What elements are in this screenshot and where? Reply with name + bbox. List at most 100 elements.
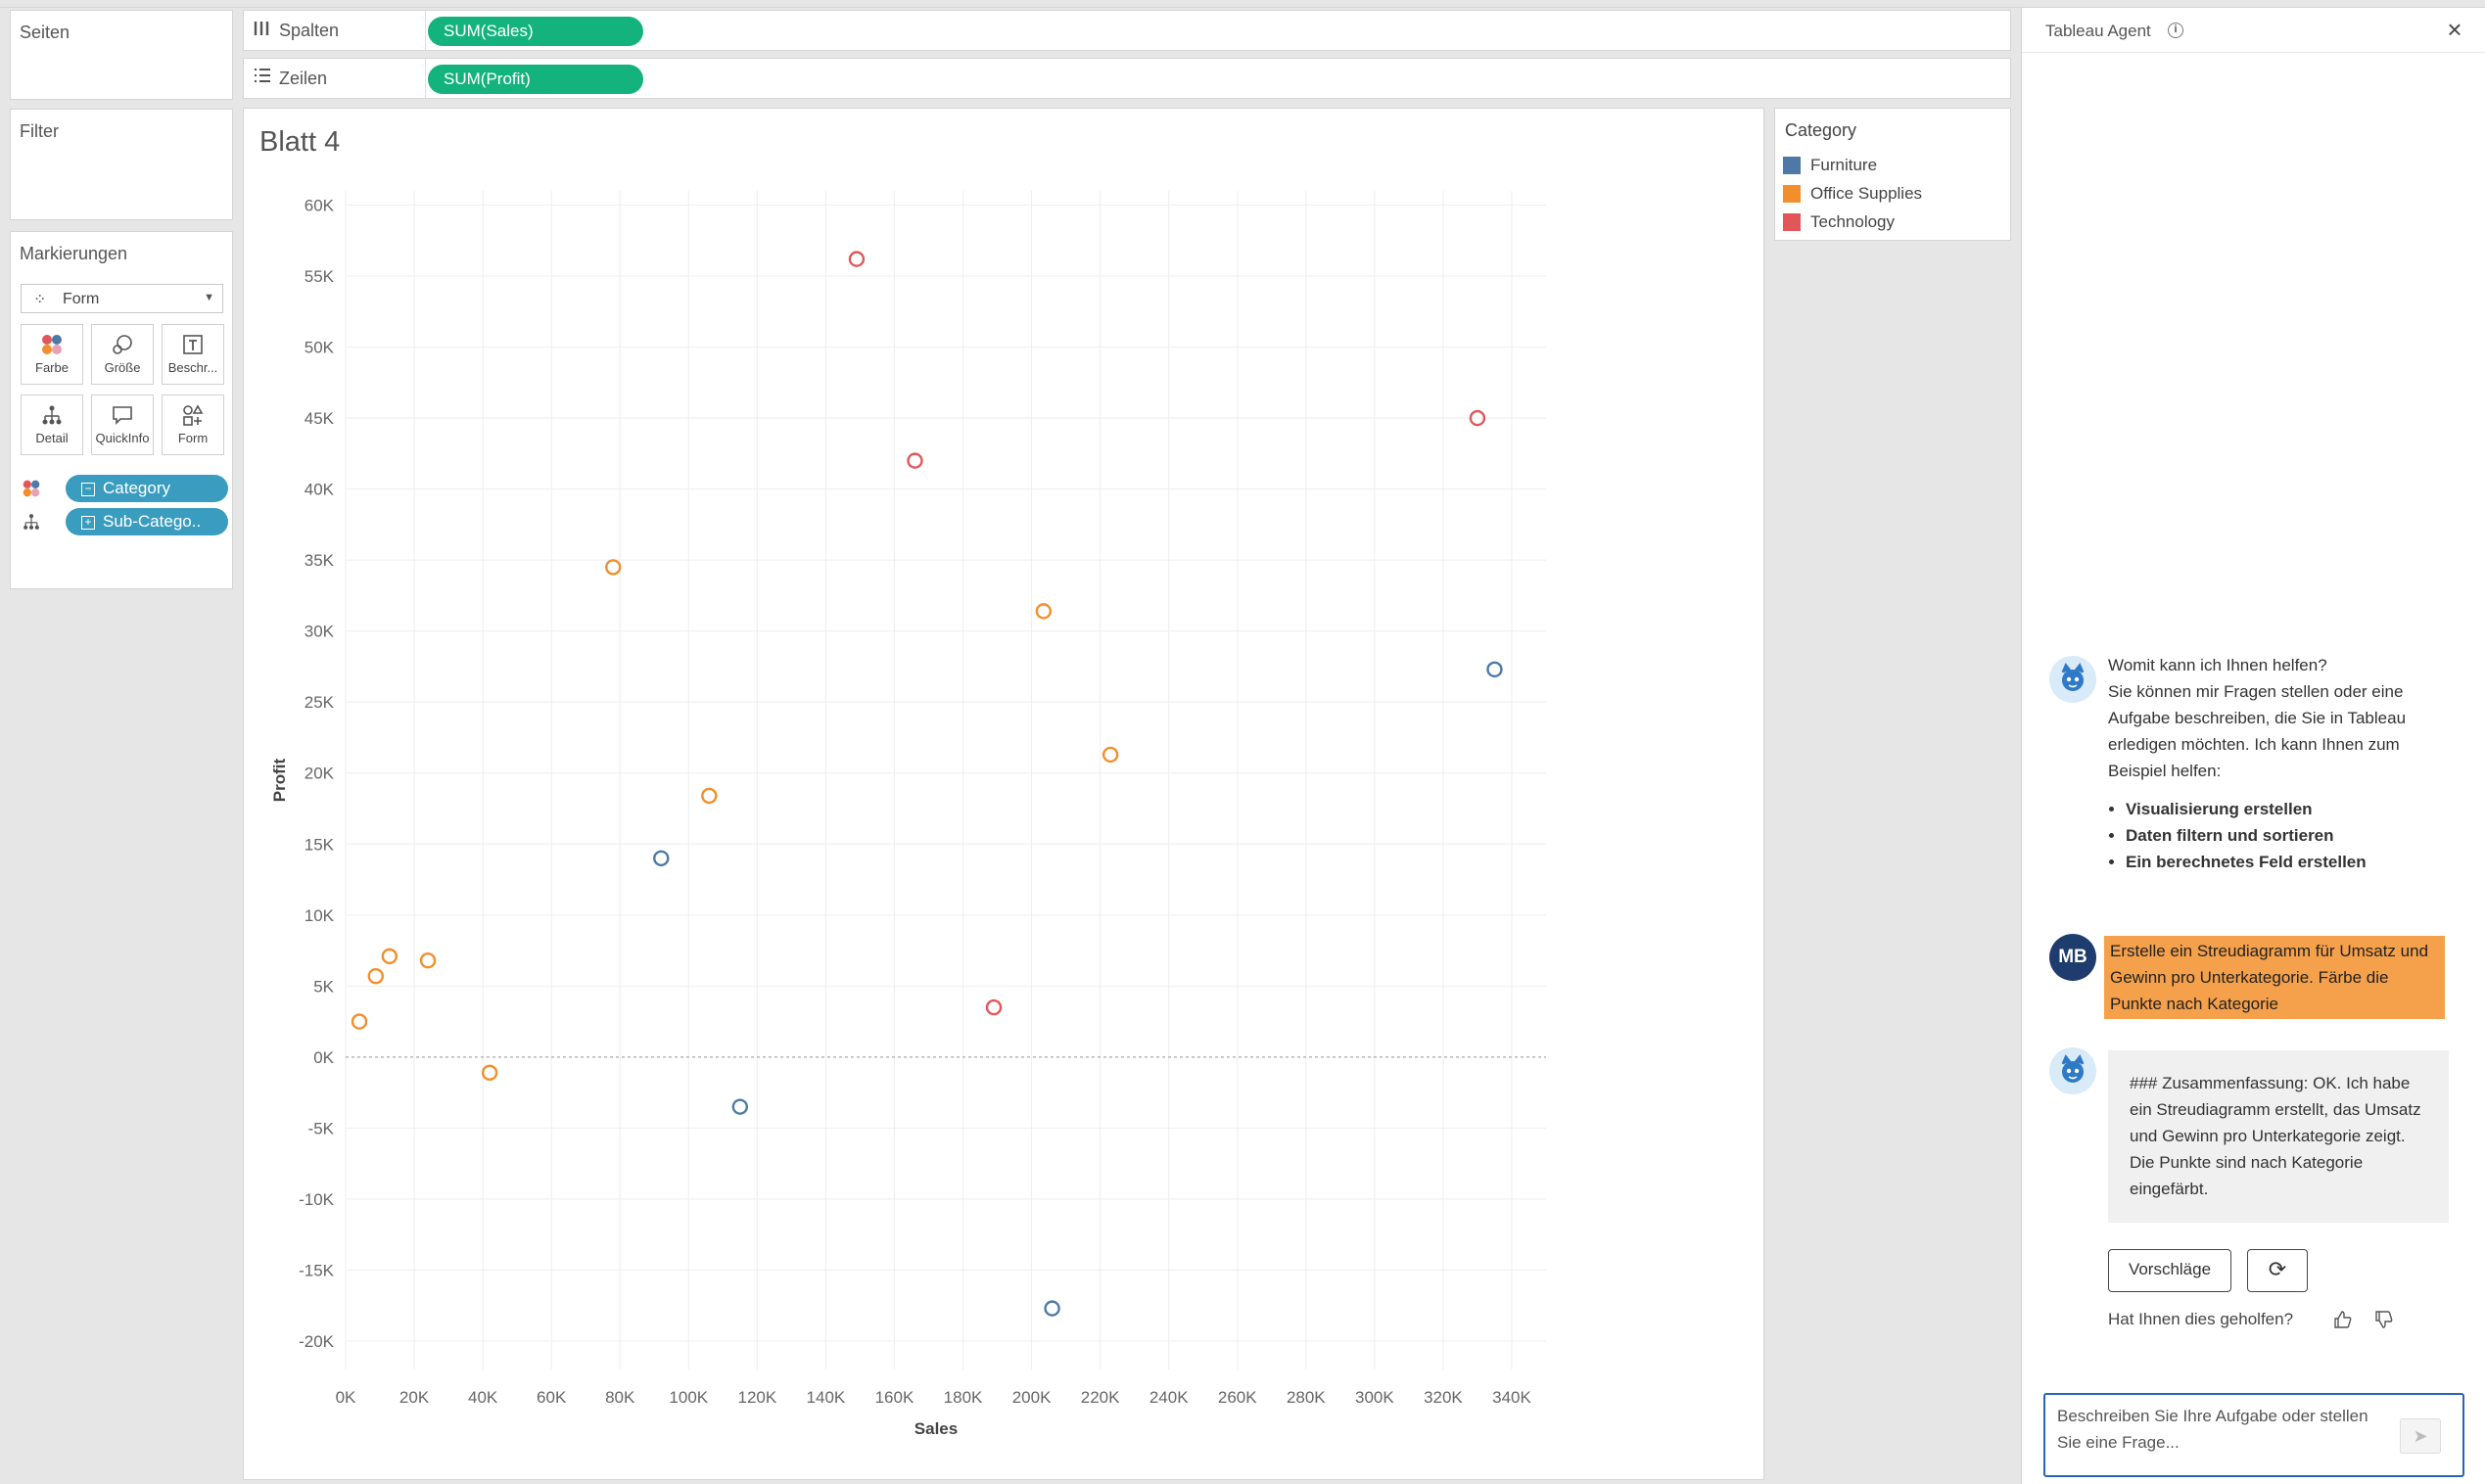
marks-field-subcategory[interactable]: + Sub-Catego.. bbox=[21, 508, 228, 535]
marks-title: Markierungen bbox=[20, 244, 128, 263]
chevron-down-icon: ▼ bbox=[204, 292, 214, 303]
sales-pill[interactable]: SUM(Sales) bbox=[428, 17, 643, 46]
profit-pill[interactable]: SUM(Profit) bbox=[428, 65, 643, 94]
data-point bbox=[1469, 409, 1486, 427]
y-tick-label: 40K bbox=[305, 481, 335, 499]
y-tick-label: 5K bbox=[313, 977, 334, 996]
y-tick-label: 55K bbox=[305, 267, 335, 286]
x-tick-label: 200K bbox=[1012, 1388, 1052, 1407]
agent-panel: Tableau Agent i × Womit kann ich Ihnen h… bbox=[2021, 8, 2485, 1484]
pages-card[interactable]: Seiten bbox=[10, 10, 233, 100]
collapse-icon[interactable]: − bbox=[81, 483, 95, 496]
rows-shelf[interactable]: Zeilen SUM(Profit) bbox=[243, 58, 2011, 99]
agent-avatar bbox=[2049, 1047, 2096, 1094]
x-axis-title: Sales bbox=[914, 1419, 958, 1438]
x-tick-label: 300K bbox=[1355, 1388, 1394, 1407]
data-point bbox=[419, 952, 437, 969]
detail-icon bbox=[21, 512, 42, 536]
bot-icon bbox=[2061, 1054, 2085, 1083]
x-tick-label: 340K bbox=[1492, 1388, 1531, 1407]
data-point bbox=[907, 452, 923, 469]
columns-icon bbox=[254, 20, 269, 42]
data-point bbox=[351, 1013, 368, 1030]
y-tick-label: 0K bbox=[313, 1048, 334, 1067]
y-tick-label: -5K bbox=[308, 1119, 335, 1137]
label-button-label: Beschr... bbox=[167, 360, 218, 375]
x-tick-label: 120K bbox=[737, 1388, 776, 1407]
tooltip-icon bbox=[92, 403, 153, 427]
color-legend: Category Furniture Office Supplies Techn… bbox=[1774, 108, 2011, 241]
y-tick-label: -15K bbox=[299, 1261, 335, 1279]
close-icon[interactable]: × bbox=[2447, 15, 2462, 44]
data-point bbox=[653, 850, 670, 866]
label-button[interactable]: Beschr... bbox=[162, 324, 224, 385]
category-pill-label: Category bbox=[103, 479, 170, 497]
marks-field-category[interactable]: − Category bbox=[21, 475, 228, 502]
mark-type-dropdown[interactable]: ⁘ Form ▼ bbox=[21, 284, 223, 313]
data-point bbox=[1035, 603, 1053, 620]
legend-swatch bbox=[1783, 185, 1801, 203]
shelf-divider bbox=[425, 11, 426, 50]
data-point bbox=[1486, 661, 1503, 678]
suggestions-button[interactable]: Vorschläge bbox=[2108, 1249, 2231, 1292]
columns-shelf[interactable]: Spalten SUM(Sales) bbox=[243, 10, 2011, 51]
suggestion-item: Ein berechnetes Feld erstellen bbox=[2126, 849, 2461, 875]
send-icon: ➤ bbox=[2413, 1426, 2428, 1446]
data-point bbox=[701, 787, 718, 805]
y-tick-label: 30K bbox=[305, 623, 335, 641]
shape-icon bbox=[163, 403, 223, 427]
greeting-text: Womit kann ich Ihnen helfen? bbox=[2108, 656, 2327, 674]
thumbs-down-icon[interactable] bbox=[2374, 1310, 2394, 1334]
legend-label: Technology bbox=[1810, 212, 1896, 231]
filters-card[interactable]: Filter bbox=[10, 109, 233, 220]
y-axis-title: Profit bbox=[270, 758, 289, 802]
expand-icon[interactable]: + bbox=[81, 516, 95, 530]
x-tick-label: 0K bbox=[336, 1388, 356, 1407]
data-point bbox=[848, 251, 866, 267]
send-button[interactable]: ➤ bbox=[2400, 1418, 2441, 1454]
subcategory-pill[interactable]: + Sub-Catego.. bbox=[66, 508, 228, 535]
agent-input-box[interactable]: ➤ bbox=[2043, 1393, 2464, 1477]
label-icon bbox=[163, 333, 223, 356]
detail-button-label: Detail bbox=[35, 431, 69, 445]
size-button-label: Größe bbox=[104, 360, 141, 375]
shape-button-label: Form bbox=[177, 431, 209, 445]
agent-avatar bbox=[2049, 656, 2096, 703]
scatter-plot: 0K 20K 40K 60K 80K 100K 120K 140K 160K 180K 200K 22… bbox=[270, 191, 1546, 1438]
x-tick-label: 260K bbox=[1218, 1388, 1257, 1407]
suggestion-item: Visualisierung erstellen bbox=[2126, 796, 2461, 822]
legend-label: Furniture bbox=[1810, 156, 1878, 174]
detail-button[interactable]: Detail bbox=[21, 394, 83, 455]
y-tick-label: 15K bbox=[305, 835, 335, 854]
data-point bbox=[481, 1064, 498, 1082]
info-icon[interactable]: i bbox=[2168, 23, 2183, 38]
worksheet: Blatt 4 0K 20K 40K 60K 80K 100K 120K 140K 160K 18… bbox=[243, 108, 1764, 1480]
tooltip-button[interactable]: QuickInfo bbox=[91, 394, 154, 455]
y-tick-label: 20K bbox=[305, 765, 335, 783]
y-tick-label: 25K bbox=[305, 693, 335, 712]
intro-text: Sie können mir Fragen stellen oder eine … bbox=[2108, 682, 2407, 780]
subcategory-pill-label: Sub-Catego.. bbox=[103, 512, 202, 531]
x-tick-label: 280K bbox=[1287, 1388, 1326, 1407]
agent-prompt-input[interactable] bbox=[2057, 1403, 2390, 1467]
x-tick-label: 180K bbox=[944, 1388, 983, 1407]
columns-shelf-label: Spalten bbox=[279, 21, 340, 40]
category-pill[interactable]: − Category bbox=[66, 475, 228, 502]
size-button[interactable]: Größe bbox=[91, 324, 154, 385]
data-point bbox=[985, 998, 1003, 1016]
y-tick-label: -10K bbox=[299, 1190, 335, 1209]
worksheet-title[interactable]: Blatt 4 bbox=[259, 126, 341, 158]
user-message: Erstelle ein Streudiagramm für Umsatz un… bbox=[2104, 936, 2445, 1019]
shape-button[interactable]: Form bbox=[162, 394, 224, 455]
shape-icon: ⁘ bbox=[33, 292, 47, 308]
y-tick-label: 45K bbox=[305, 409, 335, 428]
shelf-divider bbox=[425, 59, 426, 98]
color-button[interactable]: Farbe bbox=[21, 324, 83, 385]
thumbs-up-icon[interactable] bbox=[2333, 1310, 2353, 1334]
y-tick-label: 50K bbox=[305, 339, 335, 357]
legend-title: Category bbox=[1785, 120, 1857, 140]
divider bbox=[2022, 52, 2485, 53]
data-point bbox=[367, 967, 385, 985]
color-button-label: Farbe bbox=[35, 360, 69, 375]
refresh-button[interactable]: ⟳ bbox=[2247, 1249, 2308, 1292]
